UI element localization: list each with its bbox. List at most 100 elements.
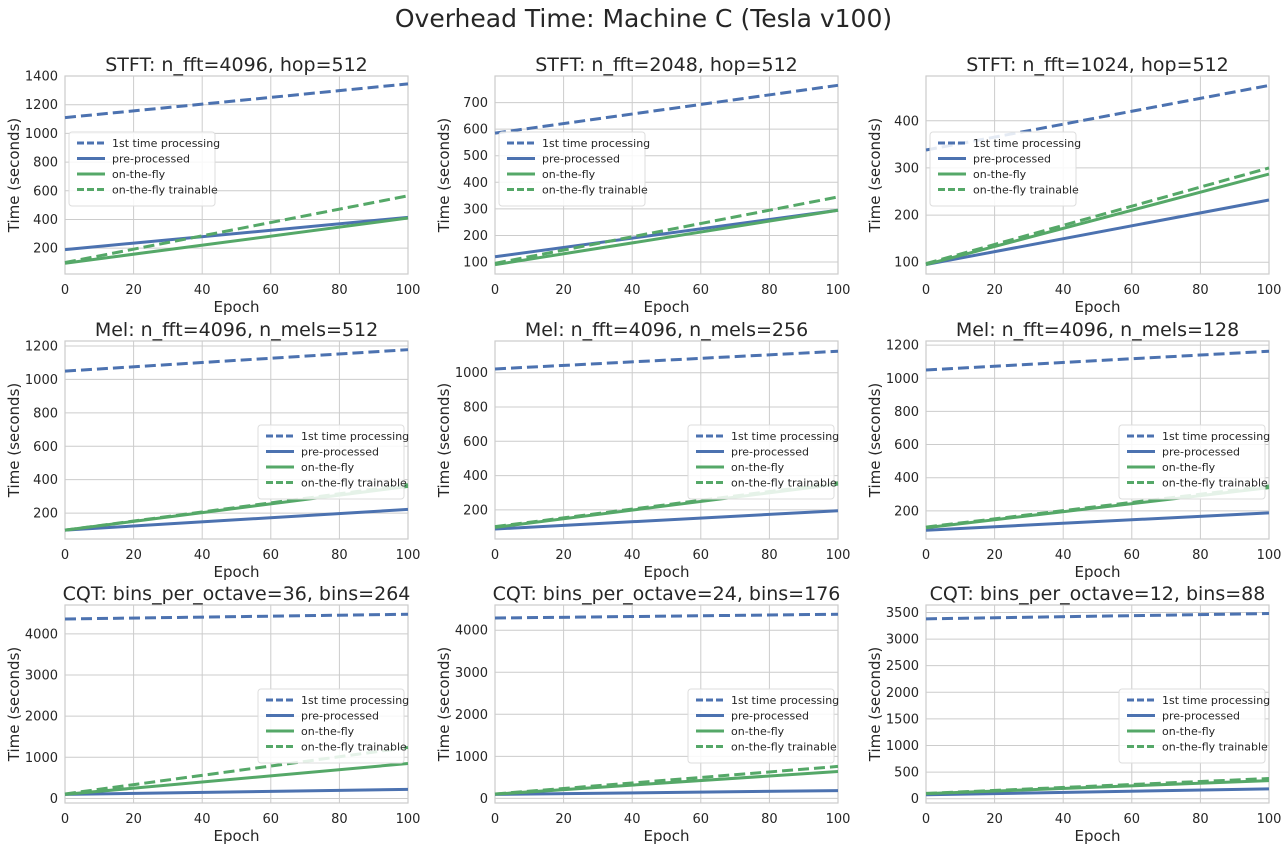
x-tick-label: 100 <box>396 812 421 827</box>
y-tick-label: 600 <box>33 184 58 199</box>
y-tick-label: 300 <box>894 161 919 176</box>
series-line-4 <box>494 764 839 796</box>
y-tick-label: 800 <box>463 401 488 416</box>
y-tick-label: 3000 <box>25 668 58 683</box>
legend-label: on-the-fly trainable <box>301 741 407 754</box>
y-tick-label: 600 <box>894 438 919 453</box>
series-line-1 <box>64 82 409 120</box>
legend: 1st time processing pre-processed on-the-f… <box>687 424 839 500</box>
y-tick-label: 200 <box>33 242 58 257</box>
y-tick-label: 500 <box>463 149 488 164</box>
y-tick-label: 400 <box>33 473 58 488</box>
x-tick-label: 0 <box>61 283 69 298</box>
y-tick-label: 1000 <box>25 751 58 766</box>
legend-label: on-the-fly trainable <box>1162 477 1268 490</box>
x-tick-label: 60 <box>1124 283 1141 298</box>
legend: 1st time processing pre-processed on-the-f… <box>1118 424 1270 500</box>
legend-box <box>498 131 646 207</box>
y-axis-label: Time (seconds) <box>866 383 884 499</box>
legend-label: on-the-fly <box>542 168 596 181</box>
y-tick-label: 200 <box>33 507 58 522</box>
legend-label: on-the-fly <box>301 461 355 474</box>
legend-label: 1st time processing <box>1162 430 1270 443</box>
series-line-1 <box>494 83 839 135</box>
y-tick-label: 1000 <box>25 373 58 388</box>
y-tick-label: 2000 <box>25 710 58 725</box>
x-tick-label: 60 <box>263 283 280 298</box>
legend-label: 1st time processing <box>973 137 1081 150</box>
x-tick-label: 0 <box>922 548 930 563</box>
y-axis-label: Time (seconds) <box>435 118 453 234</box>
subplot-title: CQT: bins_per_octave=12, bins=88 <box>930 583 1266 605</box>
x-tick-label: 80 <box>761 283 778 298</box>
x-tick-label: 80 <box>761 812 778 827</box>
x-tick-label: 80 <box>761 548 778 563</box>
series-line-1 <box>64 612 409 621</box>
y-tick-label: 800 <box>33 156 58 171</box>
y-axis-label: Time (seconds) <box>866 118 884 234</box>
x-tick-label: 0 <box>922 283 930 298</box>
y-tick-label: 0 <box>911 792 919 807</box>
y-tick-label: 100 <box>463 256 488 271</box>
series-line-2 <box>64 507 409 532</box>
y-tick-label: 1000 <box>886 739 919 754</box>
legend-label: on-the-fly trainable <box>542 184 648 197</box>
legend-label: on-the-fly <box>731 461 785 474</box>
y-axis-label: Time (seconds) <box>5 118 23 234</box>
y-tick-label: 2000 <box>455 708 488 723</box>
x-tick-label: 40 <box>194 548 211 563</box>
legend-label: 1st time processing <box>301 430 409 443</box>
y-axis-label: Time (seconds) <box>435 647 453 763</box>
plot-frame <box>64 604 409 804</box>
y-tick-label: 1200 <box>25 340 58 355</box>
y-tick-label: 1400 <box>25 70 58 85</box>
series-line-2 <box>494 509 839 531</box>
legend: 1st time processing pre-processed on-the-f… <box>687 688 839 764</box>
y-tick-label: 400 <box>894 471 919 486</box>
legend: 1st time processing pre-processed on-the-f… <box>929 131 1081 207</box>
plot-frame <box>64 75 409 275</box>
y-tick-label: 200 <box>894 209 919 224</box>
legend-label: pre-processed <box>301 446 379 459</box>
legend-label: 1st time processing <box>112 137 220 150</box>
y-tick-label: 1500 <box>886 712 919 727</box>
x-tick-label: 20 <box>125 812 142 827</box>
x-tick-label: 80 <box>1192 548 1209 563</box>
series-line-4 <box>925 166 1270 266</box>
x-tick-label: 40 <box>624 812 641 827</box>
x-tick-label: 40 <box>624 548 641 563</box>
subplot-5: 0 20 40 60 80 100 200 400 600 800 1000 Mel: n_fft=4… <box>435 319 850 581</box>
x-axis-label: Epoch <box>214 827 260 845</box>
legend-box <box>1118 688 1266 764</box>
y-tick-label: 2500 <box>886 659 919 674</box>
legend-label: pre-processed <box>731 446 809 459</box>
series-line-4 <box>925 777 1270 795</box>
legend-label: 1st time processing <box>1162 694 1270 707</box>
subplot-title: CQT: bins_per_octave=24, bins=176 <box>493 583 841 605</box>
y-tick-label: 1200 <box>25 98 58 113</box>
series-line-2 <box>64 215 409 252</box>
legend-box <box>929 131 1077 207</box>
y-tick-label: 0 <box>480 792 488 807</box>
x-tick-label: 100 <box>396 283 421 298</box>
y-tick-label: 100 <box>894 256 919 271</box>
x-tick-label: 40 <box>194 283 211 298</box>
legend-label: on-the-fly <box>1162 461 1216 474</box>
x-tick-label: 100 <box>1257 812 1282 827</box>
subplot-title: CQT: bins_per_octave=36, bins=264 <box>63 583 411 605</box>
plot-frame <box>494 604 839 804</box>
legend-label: on-the-fly trainable <box>112 184 218 197</box>
x-tick-label: 0 <box>922 812 930 827</box>
y-tick-label: 1200 <box>886 339 919 354</box>
x-tick-label: 20 <box>555 548 572 563</box>
legend: 1st time processing pre-processed on-the-f… <box>68 131 220 207</box>
x-tick-label: 40 <box>1055 548 1072 563</box>
series-line-3 <box>925 172 1270 267</box>
x-tick-label: 20 <box>986 283 1003 298</box>
y-axis-label: Time (seconds) <box>435 383 453 499</box>
y-tick-label: 4000 <box>25 627 58 642</box>
x-tick-label: 60 <box>263 548 280 563</box>
